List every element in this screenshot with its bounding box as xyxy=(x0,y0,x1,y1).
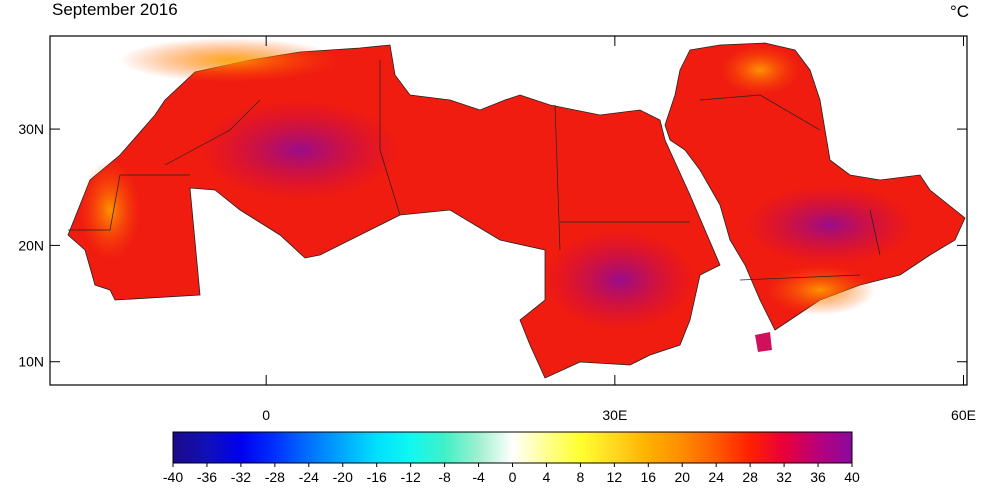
interior-hot xyxy=(745,185,915,265)
x-tick-label: 0 xyxy=(262,407,270,423)
colorbar-tick-label: -8 xyxy=(438,469,451,485)
colorbar-tick-label: 8 xyxy=(577,469,585,485)
colorbar-tick-label: -28 xyxy=(265,469,285,485)
colorbar-tick-label: 28 xyxy=(742,469,758,485)
x-tick-label: 30E xyxy=(602,407,627,423)
colorbar-tick-label: -16 xyxy=(367,469,387,485)
colorbar-tick-label: -40 xyxy=(163,469,183,485)
colorbar-tick-label: 40 xyxy=(844,469,860,485)
colorbar-tick-label: 20 xyxy=(674,469,690,485)
y-tick-label: 20N xyxy=(18,237,44,253)
horn-tip xyxy=(755,332,772,352)
coast-warm xyxy=(765,265,875,315)
colorbar-tick-label: 32 xyxy=(776,469,792,485)
coast-warm xyxy=(80,160,140,260)
colorbar-ticks: -40 -36 -32 -28 -24 -20 -16 -12 -8 -4 0 4 8 12 16 20 24 2… xyxy=(163,463,860,485)
y-tick-label: 10N xyxy=(18,354,44,370)
borders xyxy=(68,60,881,281)
colorbar-tick-label: -12 xyxy=(401,469,421,485)
colorbar-tick-label: 24 xyxy=(708,469,724,485)
colorbar-tick-label: -20 xyxy=(333,469,353,485)
colorbar xyxy=(172,431,853,464)
colorbar-tick-label: 36 xyxy=(810,469,826,485)
colorbar-tick-label: -36 xyxy=(197,469,217,485)
colorbar-tick-label: 12 xyxy=(607,469,623,485)
colorbar-tick-label: 16 xyxy=(641,469,657,485)
interior-hot xyxy=(200,100,400,200)
unit-label: °C xyxy=(950,2,969,21)
coast-warm xyxy=(120,38,340,82)
land-field xyxy=(67,38,966,379)
axes: 0 30E 60E 10N 20N 30N xyxy=(18,36,976,423)
map-frame xyxy=(49,35,968,386)
colorbar-tick-label: 4 xyxy=(543,469,551,485)
colorbar-tick-label: -24 xyxy=(299,469,319,485)
colorbar-tick-label: -4 xyxy=(472,469,485,485)
x-tick-label: 60E xyxy=(951,407,976,423)
interior-hot xyxy=(545,230,695,330)
colorbar-tick-label: 0 xyxy=(509,469,517,485)
colorbar-tick-label: -32 xyxy=(231,469,251,485)
coast-warm xyxy=(720,45,800,95)
title: September 2016 xyxy=(52,0,178,19)
y-tick-label: 30N xyxy=(18,121,44,137)
